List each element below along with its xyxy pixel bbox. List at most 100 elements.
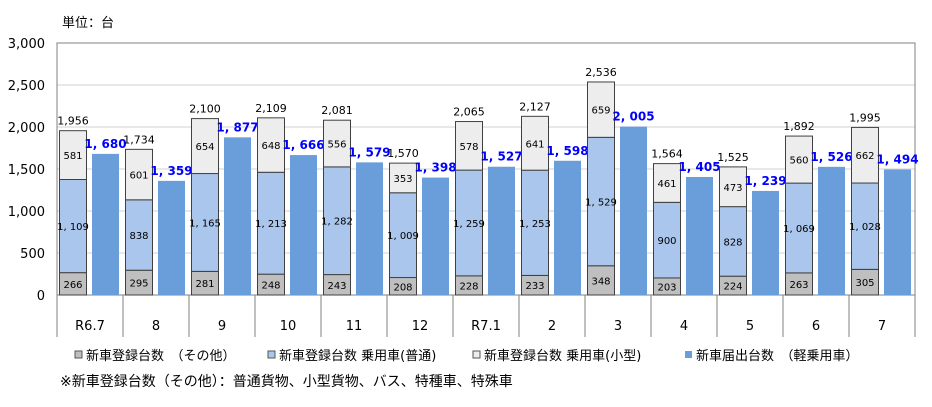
segment-value-label: 224 xyxy=(723,282,742,293)
segment-value-label: 648 xyxy=(261,141,280,152)
stacked-bar-segment xyxy=(389,162,417,194)
total-value-label: 1,564 xyxy=(651,148,683,161)
category-label: 8 xyxy=(152,319,160,334)
total-value-label: 2,081 xyxy=(321,104,353,117)
y-tick-label: 2,000 xyxy=(8,121,45,136)
category-label: R7.1 xyxy=(471,319,501,334)
unit-label: 単位：台 xyxy=(62,15,114,31)
stacked-bar-segment xyxy=(587,81,615,138)
stacked-bar-segment xyxy=(587,136,615,267)
light-car-value-label: 1, 527 xyxy=(480,150,522,164)
stacked-bar-segment xyxy=(455,121,483,171)
category-label: R6.7 xyxy=(75,319,105,334)
stacked-bar-segment xyxy=(785,182,813,274)
segment-value-label: 601 xyxy=(129,171,148,182)
light-car-bar xyxy=(92,153,119,295)
y-tick-label: 2,500 xyxy=(8,79,45,94)
stacked-bar-segment xyxy=(323,166,351,276)
light-car-bar xyxy=(158,180,185,295)
legend-swatch xyxy=(685,351,692,358)
light-car-bar xyxy=(620,126,647,295)
segment-value-label: 1, 069 xyxy=(783,224,815,235)
stacked-bar-segment xyxy=(59,130,87,180)
total-value-label: 1,525 xyxy=(717,151,749,164)
total-value-label: 2,109 xyxy=(255,102,287,115)
segment-value-label: 1, 213 xyxy=(255,219,287,230)
total-value-label: 2,100 xyxy=(189,103,221,116)
y-tick-label: 1,000 xyxy=(8,205,45,220)
total-value-label: 1,956 xyxy=(57,115,89,128)
segment-value-label: 1, 259 xyxy=(453,219,485,230)
stacked-bar-segment xyxy=(851,126,879,184)
y-tick-label: 0 xyxy=(37,289,45,304)
light-car-value-label: 1, 359 xyxy=(150,164,192,178)
stacked-bar-segment xyxy=(851,268,879,296)
segment-value-label: 838 xyxy=(129,231,148,242)
legend-label: 新車登録台数 乗用車(小型) xyxy=(484,348,641,364)
total-value-label: 2,536 xyxy=(585,66,617,79)
segment-value-label: 305 xyxy=(855,278,874,289)
light-car-value-label: 1, 494 xyxy=(876,153,918,167)
light-car-value-label: 1, 680 xyxy=(84,137,126,151)
legend-label: 新車登録台数 （その他） xyxy=(86,348,236,364)
light-car-bar xyxy=(884,169,911,295)
y-tick-label: 1,500 xyxy=(8,163,45,178)
light-car-value-label: 1, 666 xyxy=(282,138,324,152)
segment-value-label: 473 xyxy=(723,183,742,194)
segment-value-label: 348 xyxy=(591,276,610,287)
light-car-bar xyxy=(752,190,779,295)
footnote: ※新車登録台数（その他）：普通貨物、小型貨物、バス、特種車、特殊車 xyxy=(60,373,513,390)
stacked-bar-segment xyxy=(323,119,351,168)
category-label: 10 xyxy=(280,319,297,334)
segment-value-label: 1, 009 xyxy=(387,231,419,242)
light-car-bar xyxy=(554,160,581,295)
total-value-label: 1,570 xyxy=(387,147,419,160)
segment-value-label: 461 xyxy=(657,179,676,190)
light-car-value-label: 2, 005 xyxy=(612,110,654,124)
stacked-bar-segment xyxy=(257,171,285,275)
segment-value-label: 1, 253 xyxy=(519,219,551,230)
segment-value-label: 248 xyxy=(261,281,280,292)
stacked-bar-segment xyxy=(191,118,219,175)
category-label: 5 xyxy=(746,319,754,334)
category-label: 4 xyxy=(680,319,688,334)
segment-value-label: 828 xyxy=(723,237,742,248)
segment-value-label: 353 xyxy=(393,174,412,185)
segment-value-label: 1, 282 xyxy=(321,217,353,228)
segment-value-label: 228 xyxy=(459,281,478,292)
stacked-bar-segment xyxy=(587,265,615,296)
stacked-bar-segment xyxy=(785,135,813,184)
category-label: 9 xyxy=(218,319,226,334)
legend-label: 新車届出台数 （軽乗用車） xyxy=(696,348,859,364)
segment-value-label: 295 xyxy=(129,279,148,290)
segment-value-label: 208 xyxy=(393,282,412,293)
light-car-bar xyxy=(224,137,251,295)
category-label: 2 xyxy=(548,319,556,334)
plot-frame xyxy=(56,42,916,296)
category-label: 11 xyxy=(346,319,363,334)
total-value-label: 1,995 xyxy=(849,111,881,124)
segment-value-label: 654 xyxy=(195,142,214,153)
segment-value-label: 556 xyxy=(327,140,346,151)
segment-value-label: 560 xyxy=(789,156,808,167)
light-car-value-label: 1, 877 xyxy=(216,120,258,134)
stacked-bar-segment xyxy=(191,173,219,272)
light-car-value-label: 1, 526 xyxy=(810,150,852,164)
segment-value-label: 203 xyxy=(657,282,676,293)
light-car-bar xyxy=(488,166,515,295)
segment-value-label: 1, 165 xyxy=(189,218,221,229)
stacked-bar-segment xyxy=(521,169,549,276)
stacked-bar-segment xyxy=(521,115,549,171)
light-car-value-label: 1, 398 xyxy=(414,161,456,175)
light-car-bar xyxy=(686,176,713,295)
stacked-bar-segment xyxy=(125,269,153,296)
segment-value-label: 1, 028 xyxy=(849,222,881,233)
stacked-bar-segment xyxy=(455,169,483,277)
segment-value-label: 578 xyxy=(459,142,478,153)
segment-value-label: 581 xyxy=(63,151,82,162)
legend-swatch xyxy=(472,350,481,359)
segment-value-label: 281 xyxy=(195,279,214,290)
stacked-bar-segment xyxy=(389,192,417,279)
category-label: 6 xyxy=(812,319,820,334)
